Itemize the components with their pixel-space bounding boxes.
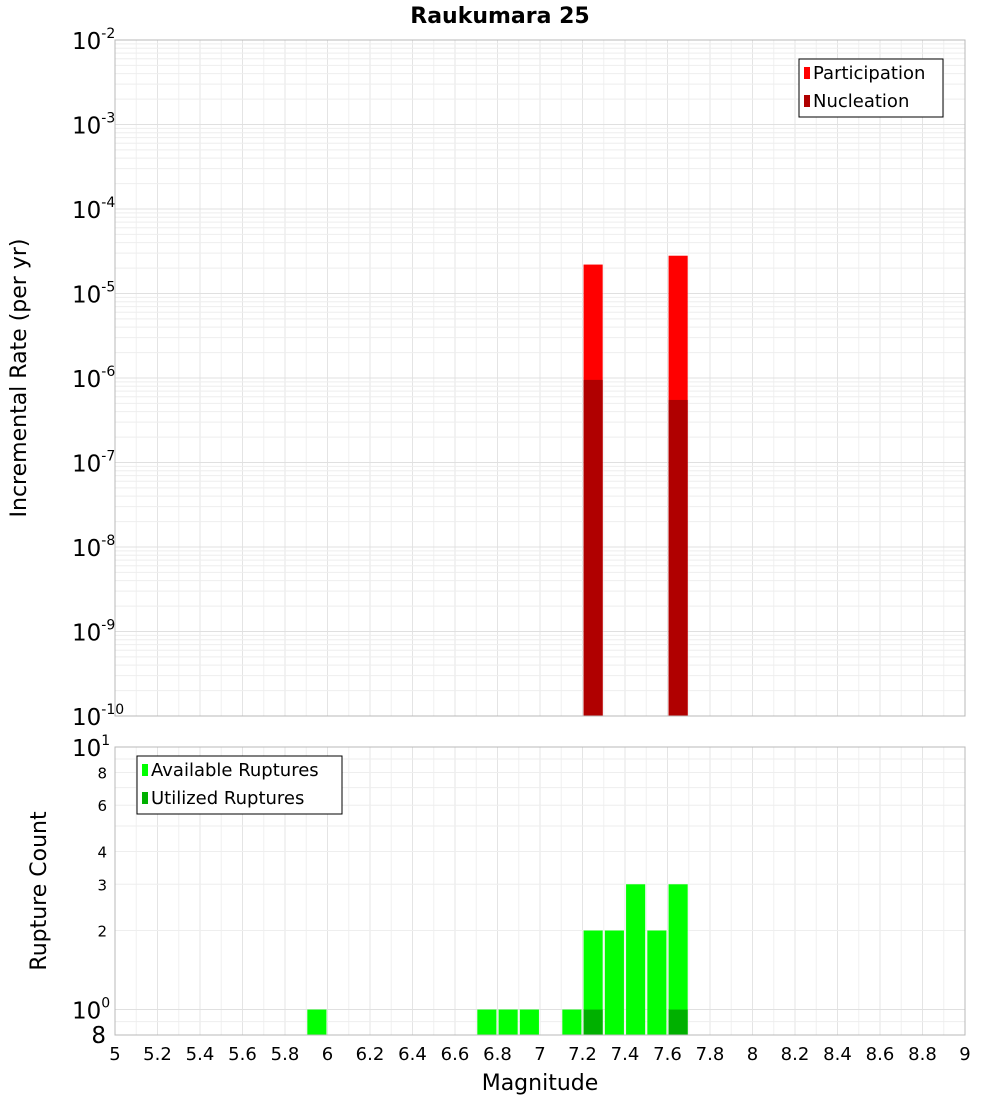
x-tick-label: 7	[534, 1044, 545, 1065]
bar-nucleation	[668, 399, 688, 716]
bar-available-ruptures	[583, 930, 603, 1035]
count-legend: Available Ruptures Utilized Ruptures	[136, 755, 343, 815]
x-tick-label: 6.4	[398, 1044, 427, 1065]
bar-available-ruptures	[519, 1009, 539, 1035]
y-tick-label: 10-9	[72, 618, 115, 647]
y-tick-label: 8	[97, 764, 107, 782]
bar-available-ruptures	[647, 930, 667, 1035]
y-tick-label: 8	[91, 1023, 106, 1049]
chart-title: Raukumara 25	[410, 4, 589, 29]
x-tick-label: 5	[109, 1044, 120, 1065]
y-tick-label: 10-2	[72, 26, 115, 55]
bar-available-ruptures	[307, 1009, 327, 1035]
y-tick-label: 4	[97, 843, 107, 861]
y-tick-label: 10-10	[72, 702, 124, 731]
count-y-axis-label: Rupture Count	[27, 811, 52, 971]
bar-nucleation	[583, 379, 603, 716]
x-tick-label: 8	[747, 1044, 758, 1065]
count-plot-border	[114, 746, 966, 1036]
rate-plot-border	[114, 39, 966, 717]
legend-label: Nucleation	[813, 91, 909, 112]
x-tick-label: 9	[959, 1044, 970, 1065]
x-tick-label: 6.6	[441, 1044, 470, 1065]
legend-label: Participation	[813, 63, 925, 84]
bar-available-ruptures	[498, 1009, 518, 1035]
rate-y-axis-label: Incremental Rate (per yr)	[7, 239, 32, 518]
y-tick-label: 10-4	[72, 195, 115, 224]
bar-available-ruptures	[626, 884, 646, 1035]
rate-grid	[114, 40, 966, 717]
y-tick-label: 100	[72, 996, 110, 1025]
x-tick-label: 5.6	[228, 1044, 257, 1065]
x-tick-label: 6.8	[483, 1044, 512, 1065]
x-tick-label: 8.8	[908, 1044, 937, 1065]
bar-available-ruptures	[604, 930, 624, 1035]
legend-box	[798, 58, 944, 118]
y-tick-label: 10-5	[72, 280, 115, 309]
count-bars	[307, 884, 688, 1035]
y-tick-label: 3	[97, 876, 107, 894]
y-tick-label: 10-6	[72, 364, 115, 393]
x-tick-label: 5.8	[271, 1044, 300, 1065]
legend-swatch	[142, 792, 148, 804]
bar-available-ruptures	[477, 1009, 497, 1035]
bar-utilized-ruptures	[668, 1009, 688, 1035]
y-tick-label: 2	[97, 923, 107, 941]
rate-y-ticks: 10-2 10-3 10-4 10-5 10-6 10-7 10-8 10-9 10-10	[72, 26, 124, 731]
legend-swatch	[804, 67, 810, 79]
x-tick-label: 6	[322, 1044, 333, 1065]
y-tick-label: 6	[97, 797, 107, 815]
y-tick-label: 10-3	[72, 111, 115, 140]
legend-label: Available Ruptures	[151, 760, 319, 781]
rate-panel: 10-2 10-3 10-4 10-5 10-6 10-7 10-8 10-9 10-10 In…	[7, 26, 966, 731]
y-tick-label: 101	[72, 733, 110, 762]
x-tick-label: 6.2	[356, 1044, 385, 1065]
x-tick-label: 5.2	[143, 1044, 172, 1065]
rate-bars	[583, 255, 688, 716]
legend-swatch	[142, 764, 148, 776]
x-tick-label: 7.2	[568, 1044, 597, 1065]
x-tick-label: 5.4	[186, 1044, 215, 1065]
x-tick-label: 8.6	[866, 1044, 895, 1065]
bar-available-ruptures	[562, 1009, 582, 1035]
x-axis-label: Magnitude	[482, 1071, 599, 1096]
bar-utilized-ruptures	[583, 1009, 603, 1035]
legend-swatch	[804, 95, 810, 107]
bar-available-ruptures	[668, 884, 688, 1035]
magnitude-x-ticks: 5 5.2 5.4 5.6 5.8 6 6.2 6.4 6.6 6.8 7 7.2 7.4 7.6 7.8 8…	[109, 1044, 970, 1065]
legend-box	[136, 755, 343, 815]
x-tick-label: 7.4	[611, 1044, 640, 1065]
y-tick-label: 10-8	[72, 533, 115, 562]
x-tick-label: 8.2	[781, 1044, 810, 1065]
x-tick-label: 7.8	[696, 1044, 725, 1065]
rate-legend: Participation Nucleation	[798, 58, 944, 118]
legend-label: Utilized Ruptures	[151, 788, 304, 809]
x-tick-label: 8.4	[823, 1044, 852, 1065]
x-tick-label: 7.6	[653, 1044, 682, 1065]
y-tick-label: 10-7	[72, 449, 115, 478]
